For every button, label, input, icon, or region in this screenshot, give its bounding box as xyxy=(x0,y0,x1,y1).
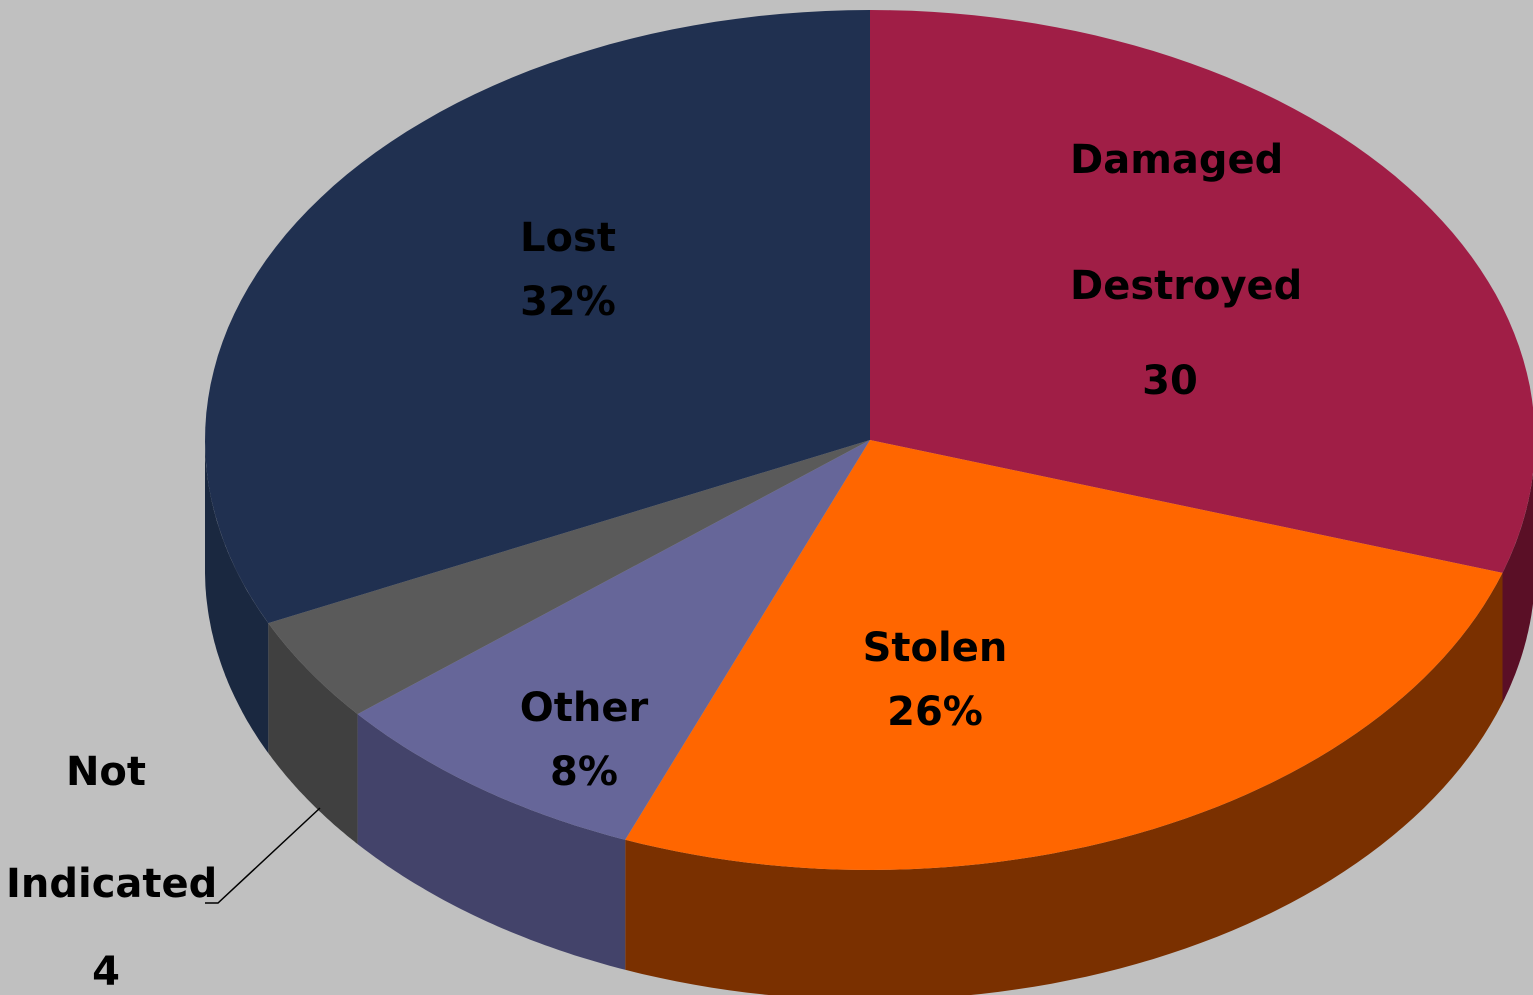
pie-slice xyxy=(870,10,1533,573)
data-label: Other 8% xyxy=(434,676,734,804)
pie-side xyxy=(357,714,626,970)
data-label: Not Indicated 4 xyxy=(6,716,218,995)
value-label: 30 xyxy=(1142,358,1198,404)
value-label: 8% xyxy=(550,749,618,795)
leader-line xyxy=(205,807,321,904)
pie-side xyxy=(205,440,269,754)
data-label: Lost 32% xyxy=(418,206,718,334)
data-label: Damaged Destroyed 30 xyxy=(1070,97,1303,413)
value-label: 32% xyxy=(520,279,616,325)
data-label: Stolen 26% xyxy=(785,616,1085,744)
category-label: Lost xyxy=(520,215,616,261)
pie-slice xyxy=(268,440,870,715)
value-label: 4 xyxy=(92,949,120,995)
pie-slice xyxy=(625,440,1503,870)
pie-side xyxy=(1502,473,1533,703)
pie-side xyxy=(268,623,358,845)
category-label: Stolen xyxy=(862,625,1008,671)
pie-slice xyxy=(205,10,870,624)
category-label: Damaged Destroyed xyxy=(1070,137,1303,309)
pie-slice xyxy=(357,440,871,840)
pie-side xyxy=(625,572,1503,995)
category-label: Other xyxy=(519,685,649,731)
category-label: Not Indicated xyxy=(6,749,218,907)
value-label: 26% xyxy=(887,689,983,735)
